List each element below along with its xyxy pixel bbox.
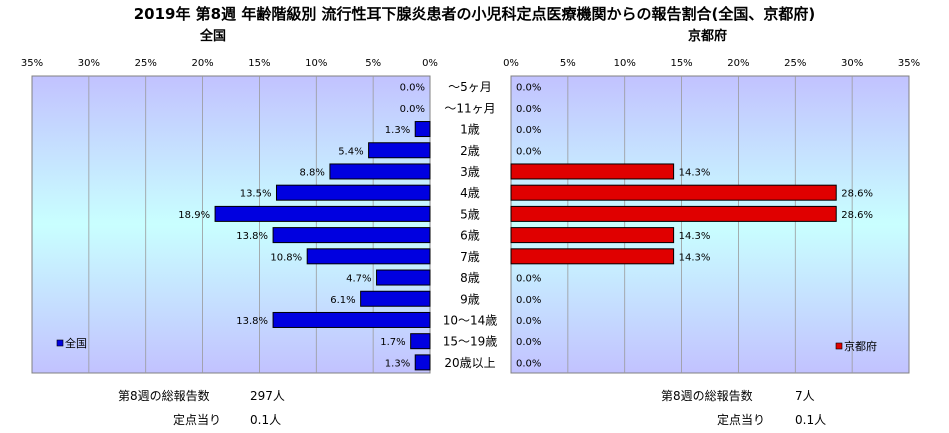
kyoto-data-label: 0.0% [516, 274, 541, 285]
kyoto-plot-area [510, 75, 910, 374]
kyoto-data-label: 14.3% [679, 252, 711, 263]
category-label: 4歳 [460, 186, 480, 200]
national-bar [272, 227, 431, 244]
national-tick-label: 5% [365, 58, 381, 69]
category-label: 2歳 [460, 144, 480, 158]
national-data-label: 0.0% [400, 83, 425, 94]
national-bar [410, 333, 431, 350]
national-total-label: 第8週の総報告数 [118, 389, 210, 403]
national-data-label: 5.4% [338, 146, 363, 157]
category-label: 3歳 [460, 165, 480, 179]
national-bar [306, 248, 431, 265]
national-bar [275, 184, 431, 201]
left-panel-title: 全国 [200, 29, 227, 44]
kyoto-data-label: 28.6% [841, 189, 873, 200]
kyoto-legend-label: 京都府 [844, 339, 877, 353]
national-total-value: 297人 [250, 389, 285, 403]
kyoto-data-label: 28.6% [841, 210, 873, 221]
category-label: ～11ヶ月 [444, 101, 495, 115]
national-data-label: 1.7% [380, 337, 405, 348]
national-bar [368, 142, 431, 159]
national-tick-label: 15% [248, 58, 270, 69]
national-bar [376, 269, 431, 286]
kyoto-data-label: 0.0% [516, 358, 541, 369]
national-bar [272, 311, 431, 328]
kyoto-bar [510, 205, 837, 222]
national-per-value: 0.1人 [250, 413, 282, 427]
national-bar [414, 354, 431, 371]
national-bar [360, 290, 431, 307]
kyoto-per-label: 定点当り [717, 413, 766, 427]
national-data-label: 10.8% [270, 252, 302, 263]
national-data-label: 0.0% [400, 104, 425, 115]
kyoto-data-label: 0.0% [516, 146, 541, 157]
kyoto-tick-label: 10% [614, 58, 636, 69]
national-legend-swatch [56, 339, 64, 347]
category-label: 5歳 [460, 207, 480, 221]
national-bar [214, 205, 431, 222]
national-data-label: 4.7% [346, 274, 371, 285]
kyoto-total-label: 第8週の総報告数 [661, 389, 753, 403]
category-label: 10～14歳 [443, 313, 498, 327]
category-label: 1歳 [460, 123, 480, 137]
kyoto-data-label: 0.0% [516, 337, 541, 348]
category-label: 15～19歳 [443, 335, 498, 349]
kyoto-tick-label: 15% [670, 58, 692, 69]
national-legend-label: 全国 [65, 336, 87, 350]
kyoto-tick-label: 0% [503, 58, 519, 69]
kyoto-bar [510, 163, 675, 180]
national-bar [329, 163, 431, 180]
kyoto-tick-label: 5% [560, 58, 576, 69]
chart-title: 2019年 第8週 年齢階級別 流行性耳下腺炎患者の小児科定点医療機関からの報告… [133, 5, 816, 23]
national-data-label: 6.1% [330, 295, 355, 306]
national-data-label: 13.5% [240, 189, 272, 200]
kyoto-tick-label: 20% [727, 58, 749, 69]
kyoto-data-label: 0.0% [516, 83, 541, 94]
category-label: 20歳以上 [444, 356, 495, 370]
kyoto-per-value: 0.1人 [795, 413, 827, 427]
category-label: 8歳 [460, 271, 480, 285]
category-label: 7歳 [460, 250, 480, 264]
kyoto-data-label: 0.0% [516, 316, 541, 327]
national-tick-label: 20% [191, 58, 213, 69]
national-tick-label: 25% [135, 58, 157, 69]
national-tick-label: 30% [78, 58, 100, 69]
national-data-label: 13.8% [236, 316, 268, 327]
category-label: 6歳 [460, 229, 480, 243]
kyoto-data-label: 0.0% [516, 125, 541, 136]
national-data-label: 1.3% [385, 358, 410, 369]
kyoto-legend-swatch [835, 342, 843, 350]
national-per-label: 定点当り [173, 413, 222, 427]
kyoto-bar [510, 248, 675, 265]
category-label: ～5ヶ月 [448, 80, 492, 94]
kyoto-data-label: 14.3% [679, 167, 711, 178]
kyoto-data-label: 14.3% [679, 231, 711, 242]
national-plot-area [31, 75, 431, 374]
kyoto-bar [510, 184, 837, 201]
kyoto-bar [510, 227, 675, 244]
national-tick-label: 0% [422, 58, 438, 69]
kyoto-data-label: 0.0% [516, 295, 541, 306]
kyoto-tick-label: 35% [898, 58, 920, 69]
kyoto-total-value: 7人 [795, 389, 815, 403]
kyoto-data-label: 0.0% [516, 104, 541, 115]
national-data-label: 13.8% [236, 231, 268, 242]
right-panel-title: 京都府 [688, 29, 728, 44]
category-label: 9歳 [460, 292, 480, 306]
national-bar [414, 121, 431, 138]
national-data-label: 1.3% [385, 125, 410, 136]
kyoto-tick-label: 25% [784, 58, 806, 69]
national-data-label: 8.8% [300, 167, 325, 178]
national-data-label: 18.9% [178, 210, 210, 221]
kyoto-tick-label: 30% [841, 58, 863, 69]
national-tick-label: 10% [305, 58, 327, 69]
national-tick-label: 35% [21, 58, 43, 69]
